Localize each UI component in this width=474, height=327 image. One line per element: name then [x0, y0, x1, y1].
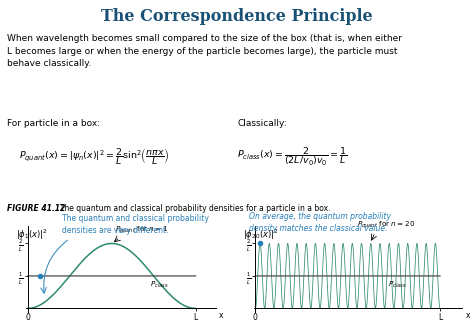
Text: The Correspondence Principle: The Correspondence Principle: [101, 8, 373, 25]
Text: The quantum and classical probability
densities are very different.: The quantum and classical probability de…: [62, 214, 209, 235]
Text: $P_{class}(x) = \dfrac{2}{(2L/v_0)v_0} = \dfrac{1}{L}$: $P_{class}(x) = \dfrac{2}{(2L/v_0)v_0} =…: [237, 146, 347, 168]
Text: $P_{class}$: $P_{class}$: [150, 280, 169, 290]
Text: x: x: [466, 311, 470, 320]
Text: On average, the quantum probability
density matches the classical value.: On average, the quantum probability dens…: [249, 212, 391, 233]
Text: $P_{quant}$ for $n = 1$: $P_{quant}$ for $n = 1$: [115, 225, 168, 236]
Text: $|\phi_{20}(x)|^2$: $|\phi_{20}(x)|^2$: [243, 227, 278, 242]
Text: $|\phi_1(x)|^2$: $|\phi_1(x)|^2$: [16, 227, 48, 242]
Text: x: x: [219, 311, 224, 320]
Text: $P_{quant}$ for $n = 20$: $P_{quant}$ for $n = 20$: [357, 220, 415, 231]
Text: $P_{quant}(x) = |\psi_n(x)|^2 = \dfrac{2}{L}\sin^2\!\left(\dfrac{n\pi x}{L}\righ: $P_{quant}(x) = |\psi_n(x)|^2 = \dfrac{2…: [19, 146, 170, 167]
Text: $P_{class}$: $P_{class}$: [388, 280, 407, 290]
Text: FIGURE 41.12: FIGURE 41.12: [7, 204, 65, 214]
Text: Classically:: Classically:: [237, 119, 287, 129]
Text: The quantum and classical probability densities for a particle in a box.: The quantum and classical probability de…: [55, 204, 330, 214]
Text: When wavelength becomes small compared to the size of the box (that is, when eit: When wavelength becomes small compared t…: [7, 34, 402, 68]
Text: For particle in a box:: For particle in a box:: [7, 119, 100, 129]
